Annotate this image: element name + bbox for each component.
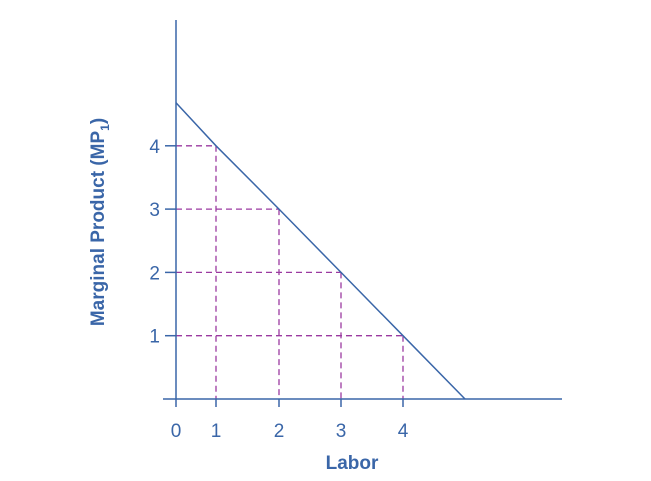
x-tick-label: 3 [336, 421, 347, 442]
marginal-product-line [175, 102, 466, 400]
x-axis-label: Labor [326, 453, 379, 474]
y-axis-label: Marginal Product (MP1) [88, 118, 112, 326]
ticks: 0 1 2 3 4 1 2 3 4 [149, 137, 408, 442]
x-tick-label: 1 [211, 421, 222, 442]
y-tick-label: 3 [149, 200, 160, 221]
x-tick-label: 0 [171, 421, 182, 442]
x-tick-label: 2 [274, 421, 285, 442]
y-tick-label: 4 [149, 137, 160, 158]
y-tick-label: 1 [149, 327, 160, 348]
dashed-guides [176, 145, 404, 399]
x-tick-label: 4 [398, 421, 409, 442]
y-tick-label: 2 [149, 263, 160, 284]
